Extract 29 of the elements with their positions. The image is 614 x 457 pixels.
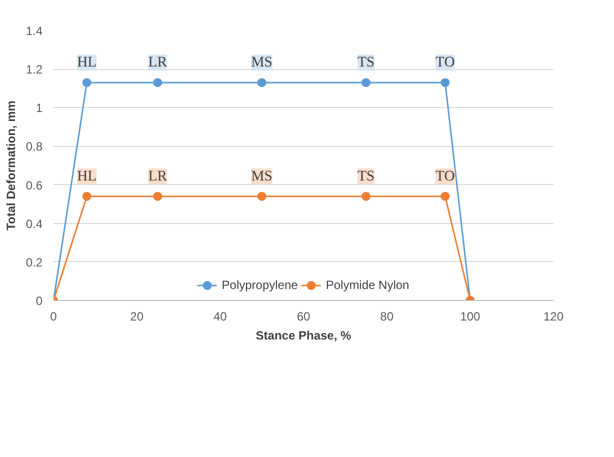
- legend-label: Polypropylene: [222, 278, 298, 292]
- x-tick-label: 80: [380, 310, 394, 324]
- annotation: HL: [77, 168, 97, 184]
- y-tick-label: 1: [36, 101, 43, 116]
- x-tick-label: 60: [296, 310, 310, 324]
- annotation: MS: [251, 54, 272, 71]
- y-tick-label: 1.2: [26, 62, 43, 77]
- annotation: TO: [436, 54, 455, 71]
- y-tick-label: 0.2: [26, 255, 43, 270]
- y-tick-label: 0.4: [26, 216, 43, 231]
- x-tick-label: 0: [50, 310, 58, 324]
- x-tick-label: 20: [130, 310, 144, 324]
- annotation: TO: [436, 168, 455, 184]
- y-tick-label: 0.6: [26, 178, 43, 192]
- annotation: TS: [357, 168, 375, 184]
- x-tick-label: 100: [460, 310, 481, 324]
- y-axis-title: Total Deformation, mm: [4, 100, 18, 230]
- legend-label: Polymide Nylon: [326, 278, 410, 292]
- y-tick-label: 0.8: [26, 140, 43, 154]
- annotation: LR: [148, 168, 168, 184]
- annotation: MS: [251, 168, 272, 184]
- x-tick-label: 120: [543, 310, 564, 324]
- x-tick-label: 40: [213, 310, 228, 324]
- y-tick-label: 1.4: [26, 24, 43, 38]
- y-tick-label: 0: [36, 294, 43, 308]
- annotation: TS: [357, 54, 375, 71]
- annotation: LR: [148, 54, 168, 71]
- x-axis-title: Stance Phase, %: [256, 328, 352, 342]
- annotation: HL: [77, 54, 97, 71]
